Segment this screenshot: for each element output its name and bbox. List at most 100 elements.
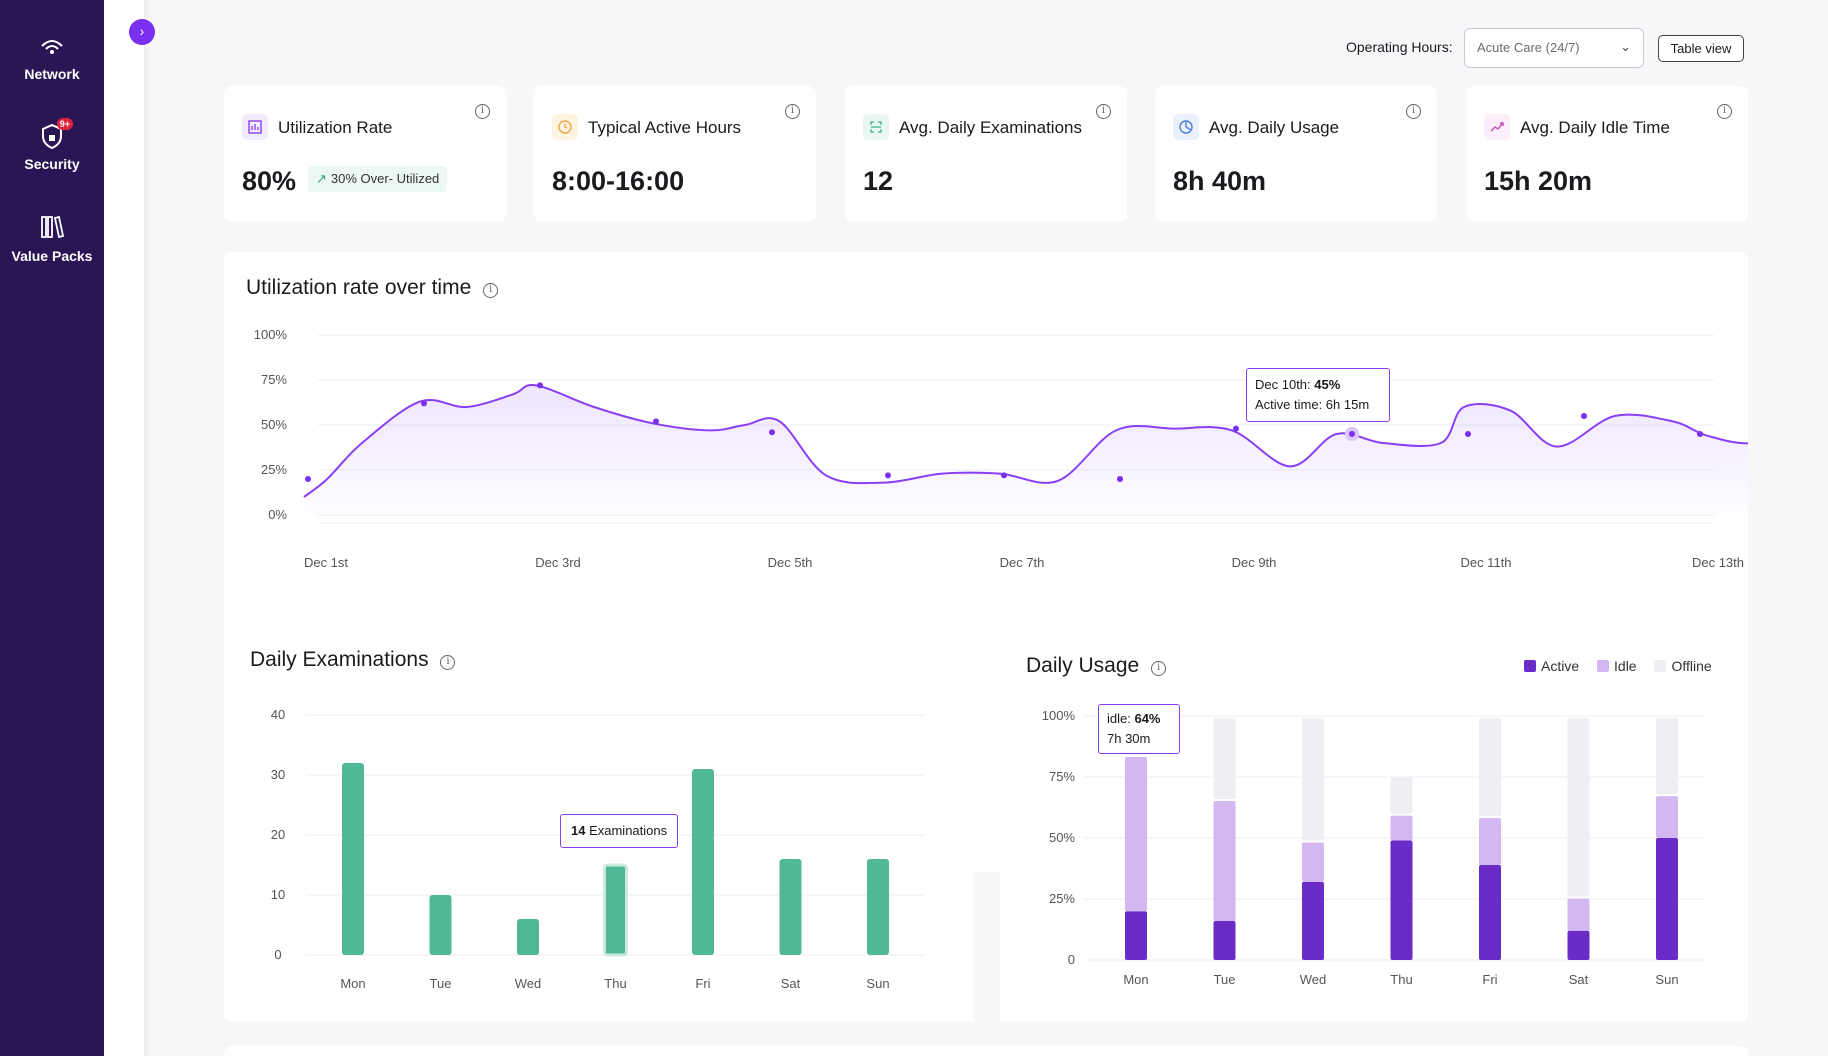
- y-tick-label: 100%: [1042, 708, 1076, 723]
- exam-bar: [867, 859, 889, 955]
- pie-icon: [1173, 114, 1199, 140]
- value-packs-icon: [37, 214, 67, 242]
- y-tick-label: 50%: [1049, 830, 1075, 845]
- arrow-up-right-icon: ↗: [316, 171, 327, 186]
- area-fill: [304, 385, 1748, 515]
- usage-bar-offline: [1213, 718, 1236, 799]
- usage-bar-idle: [1479, 818, 1501, 865]
- exam-bar: [429, 895, 452, 955]
- examinations-tooltip: 14 Examinations: [560, 814, 679, 848]
- info-icon[interactable]: i: [1717, 104, 1732, 119]
- x-tick-label: Dec 11th: [1460, 555, 1511, 570]
- exam-bar: [779, 859, 802, 955]
- info-icon[interactable]: i: [475, 104, 490, 119]
- utilization-tooltip: Dec 10th: 45% Active time: 6h 15m: [1246, 368, 1390, 422]
- network-icon: [37, 32, 67, 60]
- usage-bar-idle: [1390, 815, 1413, 841]
- data-point: [305, 476, 311, 482]
- usage-bar-active: [1567, 930, 1590, 960]
- utilization-line-chart: 0% 25% 50% 75% 100% Dec 1st Dec 3rd Dec 5th Dec …: [254, 327, 1748, 570]
- utilization-chart-title: Utilization rate over time i: [246, 276, 499, 300]
- x-tick-label: Dec 9th: [1232, 555, 1277, 570]
- legend-item-idle[interactable]: Idle: [1597, 658, 1637, 674]
- usage-stacked-bar-chart: 0 25% 50% 75% 100% Mon Tue Wed Thu Fri Sat Sun: [1042, 708, 1704, 987]
- kpi-value: 8:00-16:00: [552, 166, 685, 196]
- sidebar: Network 9+ Security Value Packs: [0, 0, 104, 1056]
- y-tick-label: 25%: [1049, 891, 1075, 906]
- security-shield-icon: 9+: [37, 118, 73, 150]
- usage-bar-offline: [1302, 718, 1324, 841]
- x-tick-label: Wed: [515, 976, 542, 991]
- trend-badge: ↗ 30% Over- Utilized: [308, 166, 448, 192]
- info-icon[interactable]: i: [785, 104, 800, 119]
- operating-hours-value: Acute Care (24/7): [1477, 40, 1580, 55]
- y-tick-label: 10: [271, 887, 285, 902]
- table-view-button[interactable]: Table view: [1658, 35, 1744, 62]
- operating-hours-select[interactable]: Acute Care (24/7) ⌄: [1464, 28, 1644, 68]
- scan-icon: [863, 114, 889, 140]
- notification-badge: 9+: [56, 118, 73, 130]
- y-tick-label: 25%: [261, 462, 287, 477]
- trend-up-icon: [1484, 114, 1510, 140]
- y-tick-label: 0%: [268, 507, 287, 522]
- y-tick-label: 30: [271, 767, 285, 782]
- kpi-card-utilization: Utilization Rate i 80% ↗ 30% Over- Utiliz…: [224, 86, 506, 222]
- exam-bar: [342, 763, 364, 955]
- operating-hours-label: Operating Hours:: [1346, 39, 1453, 55]
- kpi-card-daily-usage: Avg. Daily Usage i 8h 40m: [1155, 86, 1437, 222]
- x-tick-label: Dec 13th: [1692, 555, 1744, 570]
- usage-tooltip: idle: 64% 7h 30m: [1098, 704, 1180, 754]
- legend-item-offline[interactable]: Offline: [1654, 658, 1712, 674]
- y-tick-label: 40: [271, 707, 285, 722]
- y-tick-label: 75%: [261, 372, 287, 387]
- usage-bar-offline: [1567, 718, 1590, 897]
- sidebar-item-value-packs[interactable]: Value Packs: [0, 214, 104, 264]
- data-point: [537, 382, 543, 389]
- sidebar-gutter: [104, 0, 144, 1056]
- x-tick-label: Dec 3rd: [535, 555, 581, 570]
- kpi-title: Avg. Daily Usage: [1209, 118, 1340, 137]
- usage-bar-idle: [1125, 757, 1147, 912]
- data-point: [1117, 476, 1123, 482]
- info-icon[interactable]: i: [1151, 661, 1167, 676]
- series-line: [303, 384, 1748, 498]
- usage-bar-idle: [1656, 796, 1678, 838]
- expand-sidebar-button[interactable]: ›: [129, 19, 155, 45]
- x-tick-label: Dec 5th: [768, 555, 813, 570]
- info-icon[interactable]: i: [483, 283, 499, 298]
- kpi-value: 80%: [242, 166, 297, 196]
- x-tick-label: Sun: [866, 976, 889, 991]
- usage-bar-active: [1656, 838, 1678, 960]
- x-tick-label: Tue: [1214, 972, 1236, 987]
- x-tick-label: Thu: [604, 976, 626, 991]
- kpi-title: Avg. Daily Idle Time: [1520, 118, 1670, 137]
- kpi-card-idle-time: Avg. Daily Idle Time i 15h 20m: [1466, 86, 1748, 222]
- x-tick-label: Sun: [1655, 972, 1678, 987]
- x-tick-label: Thu: [1390, 972, 1412, 987]
- legend-item-active[interactable]: Active: [1524, 658, 1579, 674]
- usage-bar-active: [1302, 881, 1324, 960]
- usage-bar-active: [1125, 911, 1147, 960]
- data-point: [1233, 425, 1239, 432]
- examinations-bar-chart: 0 10 20 30 40 Mon Tue Wed Thu Fri Sat Sun: [271, 707, 924, 991]
- exam-bar: [517, 919, 539, 955]
- exam-bar: [603, 863, 628, 957]
- kpi-title: Utilization Rate: [278, 118, 393, 137]
- sidebar-item-network[interactable]: Network: [0, 32, 104, 82]
- kpi-value: 12: [863, 166, 894, 196]
- info-icon[interactable]: i: [1096, 104, 1111, 119]
- x-tick-label: Mon: [1123, 972, 1148, 987]
- info-icon[interactable]: i: [440, 655, 456, 670]
- sidebar-item-security[interactable]: 9+ Security: [0, 118, 104, 172]
- info-icon[interactable]: i: [1406, 104, 1421, 119]
- usage-bar-offline: [1479, 718, 1501, 817]
- next-panel: [224, 1046, 1748, 1056]
- x-tick-label: Wed: [1300, 972, 1327, 987]
- usage-chart-title: Daily Usage i: [1026, 654, 1167, 678]
- x-tick-label: Dec 1st: [304, 555, 348, 570]
- examinations-chart-title: Daily Examinations i: [250, 648, 456, 672]
- x-tick-label: Tue: [430, 976, 452, 991]
- usage-bar-active: [1213, 920, 1236, 960]
- kpi-card-daily-examinations: Avg. Daily Examinations i 12: [845, 86, 1127, 222]
- y-tick-label: 50%: [261, 417, 287, 432]
